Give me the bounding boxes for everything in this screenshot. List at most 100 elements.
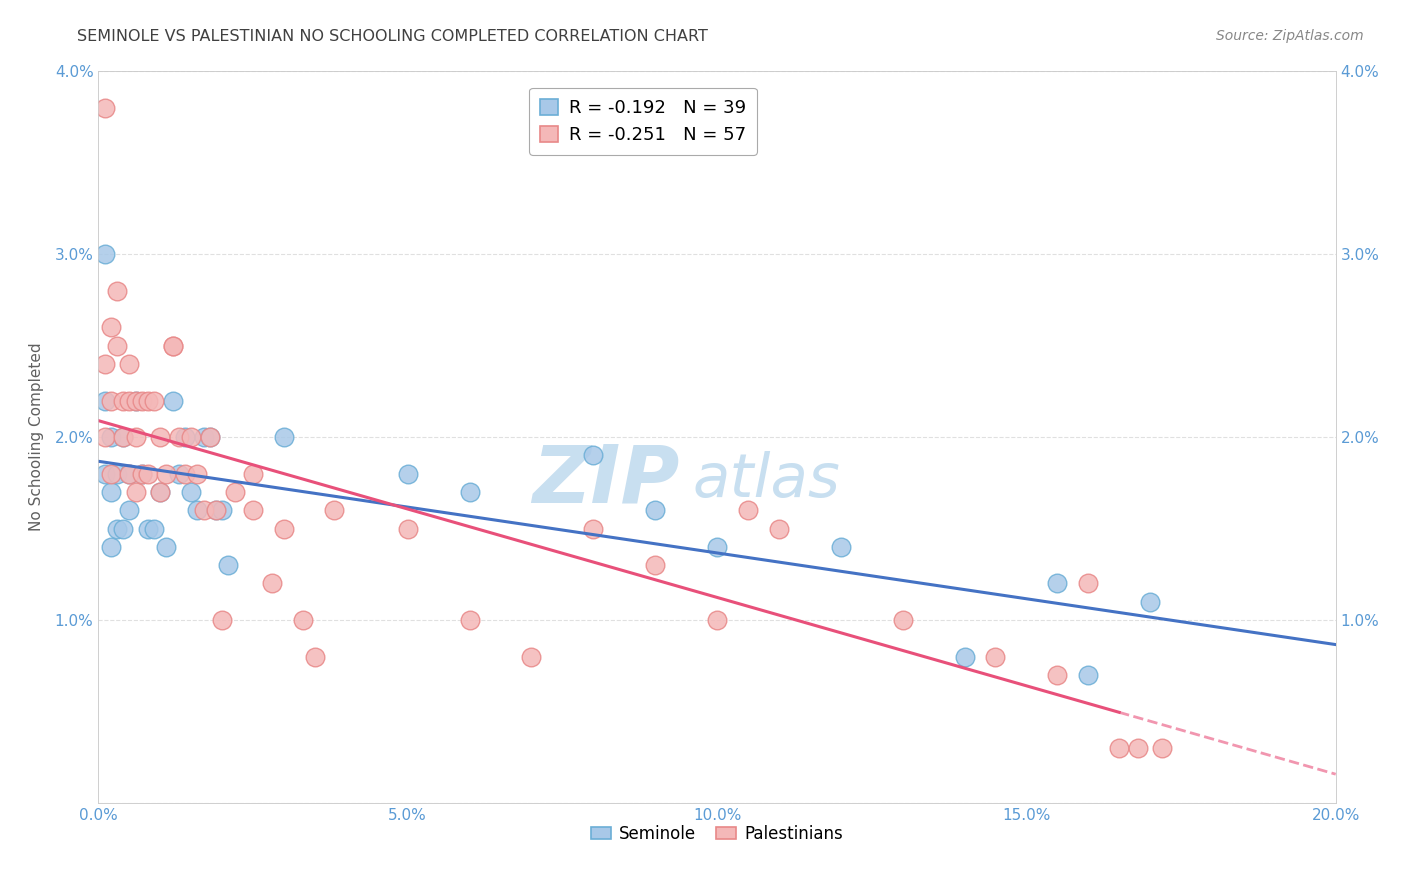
Point bbox=[174, 467, 197, 481]
Point bbox=[706, 613, 728, 627]
Text: atlas: atlas bbox=[692, 451, 841, 510]
Point bbox=[131, 467, 153, 481]
Point bbox=[1152, 740, 1174, 755]
Point bbox=[155, 467, 177, 481]
Point bbox=[155, 540, 177, 554]
Point bbox=[136, 467, 159, 481]
Point bbox=[149, 485, 172, 500]
Point bbox=[112, 393, 135, 408]
Point bbox=[291, 613, 314, 627]
Point bbox=[242, 503, 264, 517]
Point bbox=[118, 467, 141, 481]
Point bbox=[93, 467, 115, 481]
Point bbox=[112, 521, 135, 535]
Point bbox=[124, 485, 146, 500]
Point bbox=[304, 649, 326, 664]
Point bbox=[520, 649, 543, 664]
Point bbox=[100, 430, 122, 444]
Point bbox=[984, 649, 1007, 664]
Point bbox=[1108, 740, 1130, 755]
Point bbox=[118, 503, 141, 517]
Point bbox=[224, 485, 246, 500]
Point bbox=[193, 503, 215, 517]
Point bbox=[100, 540, 122, 554]
Point bbox=[217, 558, 239, 573]
Point bbox=[174, 430, 197, 444]
Point bbox=[93, 247, 115, 261]
Point bbox=[1077, 667, 1099, 681]
Point bbox=[768, 521, 790, 535]
Point bbox=[143, 393, 166, 408]
Point bbox=[100, 320, 122, 334]
Point bbox=[211, 613, 233, 627]
Point bbox=[273, 430, 295, 444]
Point bbox=[322, 503, 344, 517]
Point bbox=[131, 467, 153, 481]
Point bbox=[180, 430, 202, 444]
Point bbox=[1126, 740, 1149, 755]
Point bbox=[644, 503, 666, 517]
Point bbox=[124, 393, 146, 408]
Point bbox=[193, 430, 215, 444]
Point bbox=[396, 467, 419, 481]
Point bbox=[180, 485, 202, 500]
Point bbox=[118, 393, 141, 408]
Point bbox=[582, 449, 605, 463]
Point bbox=[149, 485, 172, 500]
Point bbox=[205, 503, 228, 517]
Point bbox=[830, 540, 852, 554]
Point bbox=[1046, 576, 1069, 591]
Text: SEMINOLE VS PALESTINIAN NO SCHOOLING COMPLETED CORRELATION CHART: SEMINOLE VS PALESTINIAN NO SCHOOLING COM… bbox=[77, 29, 709, 44]
Point bbox=[93, 101, 115, 115]
Point bbox=[1046, 667, 1069, 681]
Point bbox=[100, 393, 122, 408]
Point bbox=[112, 430, 135, 444]
Y-axis label: No Schooling Completed: No Schooling Completed bbox=[28, 343, 44, 532]
Point bbox=[118, 357, 141, 371]
Text: ZIP: ZIP bbox=[533, 442, 681, 520]
Point bbox=[260, 576, 283, 591]
Point bbox=[205, 503, 228, 517]
Point bbox=[149, 430, 172, 444]
Point bbox=[211, 503, 233, 517]
Point bbox=[162, 338, 184, 352]
Point bbox=[93, 357, 115, 371]
Point bbox=[93, 430, 115, 444]
Point bbox=[143, 521, 166, 535]
Point bbox=[118, 467, 141, 481]
Point bbox=[112, 430, 135, 444]
Point bbox=[105, 338, 128, 352]
Point bbox=[891, 613, 914, 627]
Point bbox=[124, 430, 146, 444]
Point bbox=[136, 521, 159, 535]
Point bbox=[737, 503, 759, 517]
Point bbox=[105, 467, 128, 481]
Point bbox=[105, 521, 128, 535]
Point bbox=[105, 284, 128, 298]
Point bbox=[198, 430, 221, 444]
Point bbox=[458, 613, 481, 627]
Point bbox=[167, 467, 190, 481]
Point bbox=[162, 338, 184, 352]
Point bbox=[706, 540, 728, 554]
Point bbox=[124, 393, 146, 408]
Point bbox=[186, 467, 208, 481]
Point bbox=[198, 430, 221, 444]
Point bbox=[582, 521, 605, 535]
Point bbox=[131, 393, 153, 408]
Point bbox=[162, 393, 184, 408]
Point bbox=[396, 521, 419, 535]
Point bbox=[100, 467, 122, 481]
Point bbox=[644, 558, 666, 573]
Point bbox=[242, 467, 264, 481]
Point bbox=[953, 649, 976, 664]
Point bbox=[167, 430, 190, 444]
Point bbox=[100, 485, 122, 500]
Point bbox=[93, 393, 115, 408]
Point bbox=[458, 485, 481, 500]
Point bbox=[1139, 595, 1161, 609]
Point bbox=[273, 521, 295, 535]
Legend: Seminole, Palestinians: Seminole, Palestinians bbox=[583, 818, 851, 849]
Point bbox=[136, 393, 159, 408]
Point bbox=[186, 503, 208, 517]
